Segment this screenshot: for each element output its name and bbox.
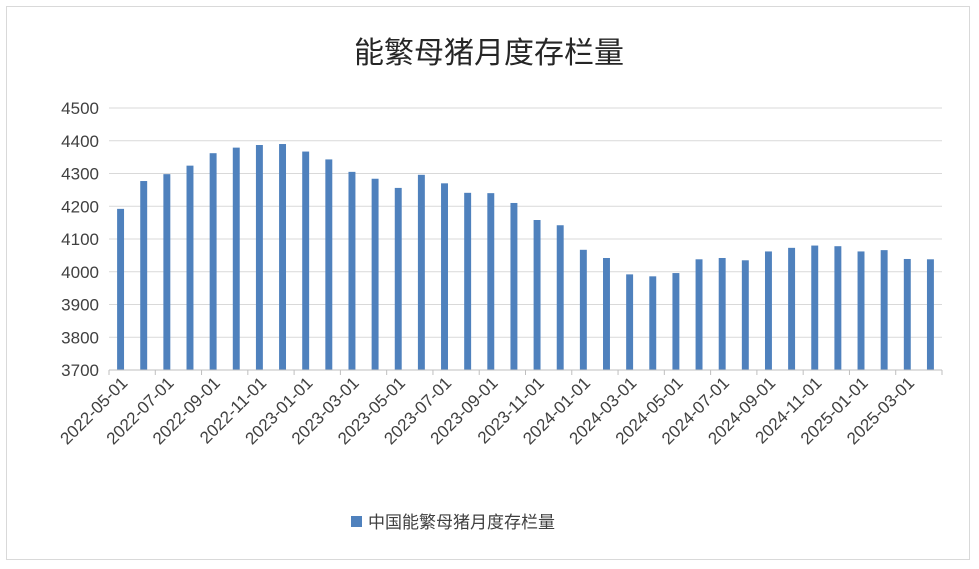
y-tick-label: 4500 — [61, 99, 99, 118]
legend-swatch — [351, 516, 362, 527]
bar — [626, 274, 634, 370]
bar — [834, 246, 842, 370]
bar — [209, 153, 217, 370]
chart-frame: 能繁母猪月度存栏量 3700 3800 3900 4000 4100 4200 4300 44… — [6, 6, 970, 560]
chart-title: 能繁母猪月度存栏量 — [354, 36, 624, 71]
y-axis-ticks: 3700 3800 3900 4000 4100 4200 4300 4400 4500 — [61, 99, 99, 380]
y-tick-label: 3700 — [61, 361, 99, 380]
bar — [764, 251, 772, 370]
bar — [279, 144, 287, 370]
bar — [903, 258, 911, 370]
bar — [718, 257, 726, 370]
y-tick-label: 3900 — [61, 296, 99, 315]
bar — [926, 259, 934, 370]
bar — [140, 181, 148, 370]
bar — [325, 159, 333, 370]
bar — [117, 208, 125, 370]
bar — [857, 251, 865, 370]
bar — [255, 145, 263, 370]
bar — [556, 225, 564, 370]
bar — [695, 259, 703, 370]
legend-label: 中国能繁母猪月度存栏量 — [368, 513, 555, 533]
bar — [186, 165, 194, 370]
gridlines — [109, 107, 942, 338]
bar — [232, 147, 240, 370]
bar — [371, 178, 379, 370]
x-axis — [108, 369, 943, 375]
bar — [579, 249, 587, 370]
bar — [811, 245, 819, 370]
bar — [533, 220, 541, 370]
bar — [741, 260, 749, 370]
y-tick-label: 4400 — [61, 132, 99, 151]
bar — [163, 174, 171, 370]
bar — [417, 174, 425, 370]
bar — [394, 187, 402, 370]
bar — [510, 202, 518, 370]
bar — [672, 273, 680, 370]
bar — [880, 250, 888, 370]
bar — [348, 171, 356, 370]
bar — [649, 276, 657, 370]
x-axis-ticks: 2022-05-012022-07-012022-09-012022-11-01… — [56, 373, 918, 448]
bar — [464, 192, 472, 370]
bar — [487, 193, 495, 370]
y-tick-label: 4000 — [61, 263, 99, 282]
y-tick-label: 4300 — [61, 165, 99, 184]
bars — [117, 144, 934, 370]
chart-canvas: 能繁母猪月度存栏量 3700 3800 3900 4000 4100 4200 4300 44… — [56, 36, 943, 533]
bar — [603, 257, 610, 370]
y-tick-label: 4200 — [61, 197, 99, 216]
bar — [302, 151, 310, 370]
y-tick-label: 4100 — [61, 230, 99, 249]
legend: 中国能繁母猪月度存栏量 — [351, 513, 555, 533]
bar — [788, 247, 796, 370]
bar — [441, 183, 448, 370]
y-tick-label: 3800 — [61, 328, 99, 347]
